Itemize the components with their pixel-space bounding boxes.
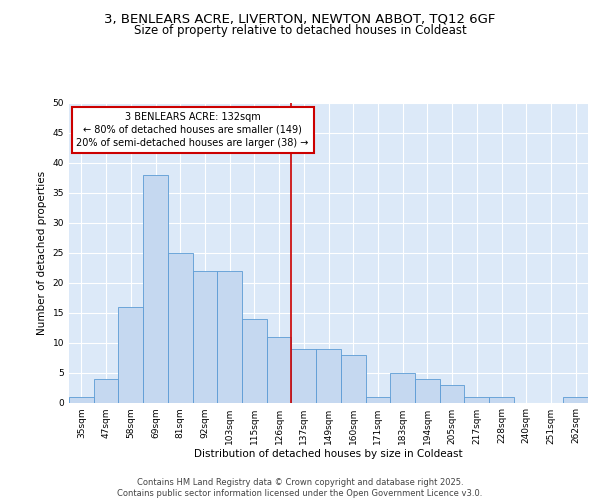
Bar: [168, 252, 193, 402]
Text: 3, BENLEARS ACRE, LIVERTON, NEWTON ABBOT, TQ12 6GF: 3, BENLEARS ACRE, LIVERTON, NEWTON ABBOT…: [104, 12, 496, 26]
Bar: [365, 396, 390, 402]
Bar: [267, 336, 292, 402]
Bar: [316, 348, 341, 403]
Bar: [464, 396, 489, 402]
Bar: [118, 306, 143, 402]
Bar: [242, 318, 267, 402]
Bar: [489, 396, 514, 402]
Bar: [440, 384, 464, 402]
Bar: [193, 270, 217, 402]
Text: 3 BENLEARS ACRE: 132sqm
← 80% of detached houses are smaller (149)
20% of semi-d: 3 BENLEARS ACRE: 132sqm ← 80% of detache…: [76, 112, 309, 148]
Text: Contains HM Land Registry data © Crown copyright and database right 2025.
Contai: Contains HM Land Registry data © Crown c…: [118, 478, 482, 498]
X-axis label: Distribution of detached houses by size in Coldeast: Distribution of detached houses by size …: [194, 450, 463, 460]
Text: Size of property relative to detached houses in Coldeast: Size of property relative to detached ho…: [134, 24, 466, 37]
Bar: [563, 396, 588, 402]
Bar: [390, 372, 415, 402]
Bar: [217, 270, 242, 402]
Y-axis label: Number of detached properties: Number of detached properties: [37, 170, 47, 334]
Bar: [341, 354, 365, 403]
Bar: [143, 174, 168, 402]
Bar: [415, 378, 440, 402]
Bar: [292, 348, 316, 403]
Bar: [69, 396, 94, 402]
Bar: [94, 378, 118, 402]
